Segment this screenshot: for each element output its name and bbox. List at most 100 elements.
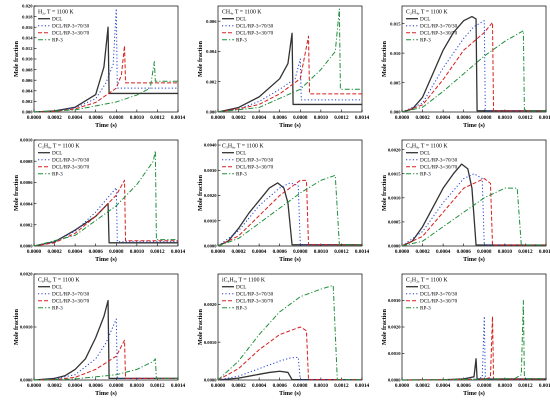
x-tick-label: 0.0010 <box>314 115 329 121</box>
x-tick-label: 0.0008 <box>477 383 492 389</box>
legend-label: RP-3 <box>420 38 431 44</box>
y-tick-label: 0.002 <box>206 79 217 84</box>
x-tick-label: 0.0004 <box>436 249 451 255</box>
series-line-1 <box>217 32 362 113</box>
legend-label: DCL <box>420 151 430 157</box>
y-axis-label: Mole fraction <box>197 308 204 344</box>
x-tick-label: 0.0006 <box>89 383 104 389</box>
x-tick-label: 0.0000 <box>211 383 226 389</box>
x-tick-label: 0.0004 <box>436 115 451 121</box>
x-tick-label: 0.0000 <box>395 383 410 389</box>
plot-frame <box>33 139 179 247</box>
y-tick-label: 0.0020 <box>388 147 401 152</box>
y-tick-label: 0.002 <box>22 99 33 104</box>
y-tick-label: 0.018 <box>22 14 33 19</box>
x-axis-label: Time (s) <box>279 390 301 397</box>
series-line-2 <box>217 182 362 247</box>
chart-title: C₂H₂, T = 1100 K <box>406 278 448 284</box>
x-tick-label: 0.0004 <box>68 383 83 389</box>
chart-title: C₆H₆, T = 1100 K <box>38 278 80 284</box>
legend-label: DCL/RP-3=70/30 <box>420 292 458 298</box>
y-axis-label: Mole fraction <box>197 40 204 76</box>
x-tick-label: 0.0006 <box>457 383 472 389</box>
y-axis-label: Mole fraction <box>197 174 204 210</box>
y-axis-label: Mole fraction <box>13 40 20 76</box>
x-tick-label: 0.0004 <box>436 383 451 389</box>
legend-label: DCL/RP-3=70/30 <box>420 158 458 164</box>
series-line-2 <box>217 356 362 381</box>
y-tick-label: 0.010 <box>390 51 401 56</box>
x-tick-label: 0.0006 <box>457 249 472 255</box>
plot-frame <box>401 139 547 247</box>
y-tick-label: 0.0000 <box>388 378 401 383</box>
x-tick-label: 0.0008 <box>293 115 308 121</box>
series-line-2 <box>401 173 546 247</box>
series-line-3 <box>217 179 362 247</box>
series-line-4 <box>33 61 178 113</box>
x-axis-label: Time (s) <box>463 390 485 397</box>
legend-label: DCL/RP-3=30/70 <box>236 165 274 171</box>
x-tick-label: 0.0002 <box>231 115 246 121</box>
plot-frame <box>217 139 363 247</box>
series-line-2 <box>33 8 178 113</box>
legend-label: RP-3 <box>236 172 247 178</box>
x-tick-label: 0.0014 <box>539 115 550 121</box>
series-line-3 <box>217 326 362 381</box>
y-axis-label: Mole fraction <box>381 40 388 76</box>
series-line-2 <box>401 20 546 113</box>
x-tick-label: 0.0010 <box>314 383 329 389</box>
x-tick-label: 0.0002 <box>415 383 430 389</box>
series-line-3 <box>33 45 178 113</box>
legend-label: DCL/RP-3=70/30 <box>420 24 458 30</box>
chart-title: iC₄H₈, T = 1100 K <box>222 278 266 284</box>
legend-label: RP-3 <box>52 172 63 178</box>
y-tick-label: 0.004 <box>206 49 217 54</box>
y-tick-label: 0.008 <box>22 67 33 72</box>
chart-title: C₂H₄, T = 1100 K <box>406 10 448 16</box>
x-tick-label: 0.0004 <box>68 249 83 255</box>
x-tick-label: 0.0000 <box>395 115 410 121</box>
y-tick-label: 0.015 <box>390 21 401 26</box>
plot-frame <box>217 273 363 381</box>
x-tick-label: 0.0014 <box>171 249 186 255</box>
legend-label: RP-3 <box>52 306 63 312</box>
x-tick-label: 0.0008 <box>109 115 124 121</box>
series-line-4 <box>401 187 546 247</box>
x-tick-label: 0.0010 <box>130 383 145 389</box>
y-tick-label: 0.014 <box>22 36 33 41</box>
x-tick-label: 0.0008 <box>109 249 124 255</box>
x-tick-label: 0.0002 <box>231 249 246 255</box>
series-line-3 <box>401 178 546 247</box>
y-tick-label: 0.006 <box>206 19 217 24</box>
legend-label: DCL <box>236 285 246 291</box>
y-tick-label: 0.000 <box>390 110 401 115</box>
x-tick-label: 0.0010 <box>498 115 513 121</box>
series-line-1 <box>401 163 546 247</box>
x-tick-label: 0.0002 <box>47 383 62 389</box>
x-tick-label: 0.0000 <box>27 115 42 121</box>
x-axis-label: Time (s) <box>95 256 117 263</box>
series-line-3 <box>401 315 546 381</box>
y-tick-label: 0.0008 <box>20 159 33 164</box>
x-tick-label: 0.0008 <box>477 115 492 121</box>
legend-label: DCL/RP-3=30/70 <box>236 299 274 305</box>
y-tick-label: 0.0010 <box>20 138 33 143</box>
x-tick-label: 0.0014 <box>355 383 370 389</box>
y-tick-label: 0.004 <box>22 89 33 94</box>
legend-label: DCL/RP-3=30/70 <box>52 165 90 171</box>
legend-label: DCL/RP-3=70/30 <box>52 24 90 30</box>
x-tick-label: 0.0000 <box>27 249 42 255</box>
x-tick-label: 0.0006 <box>457 115 472 121</box>
x-tick-label: 0.0000 <box>27 383 42 389</box>
chart-panel-2: 0.0000 0.0002 0.0004 0.0006 0.0008 0.0010 0.00… <box>197 5 370 129</box>
legend-label: RP-3 <box>236 306 247 312</box>
legend-label: DCL/RP-3=70/30 <box>236 292 274 298</box>
legend-label: RP-3 <box>236 38 247 44</box>
y-axis-label: Mole fraction <box>381 174 388 210</box>
chart-title: CH₄, T = 1100 K <box>222 10 262 16</box>
series-line-2 <box>33 187 178 247</box>
x-tick-label: 0.0014 <box>355 249 370 255</box>
series-line-4 <box>33 150 178 247</box>
legend-label: DCL <box>52 151 62 157</box>
